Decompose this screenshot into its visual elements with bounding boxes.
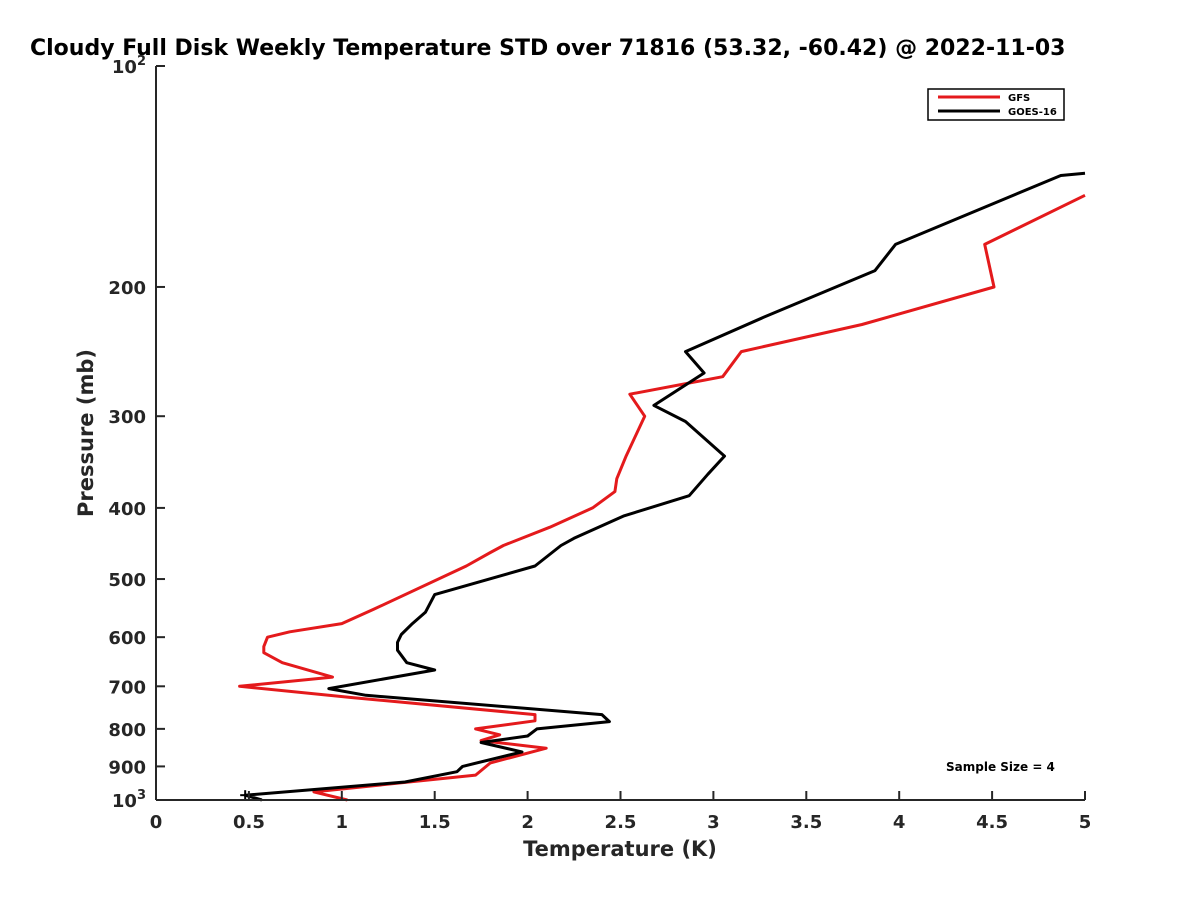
legend-label-goes16: GOES-16	[1008, 107, 1057, 118]
legend-box	[927, 88, 1065, 121]
y-tick-label: 300	[108, 407, 146, 428]
y-tick-label: 700	[108, 677, 146, 698]
x-axis-label: Temperature (K)	[523, 837, 717, 861]
y-tick-label: 103	[112, 788, 146, 812]
x-tick-label: 3.5	[790, 812, 822, 833]
y-ticks: 102 200 300 400 500 600 700 800 900 103	[108, 54, 165, 812]
y-tick-label: 600	[108, 628, 146, 649]
chart-title: Cloudy Full Disk Weekly Temperature STD …	[30, 36, 1065, 61]
axes	[155, 66, 1085, 801]
x-tick-label: 0	[150, 812, 163, 833]
x-tick-label: 3	[707, 812, 720, 833]
sample-size-annotation: Sample Size = 4	[946, 760, 1055, 774]
x-tick-label: 1.5	[419, 812, 451, 833]
y-tick-label: 400	[108, 499, 146, 520]
x-ticks: 0 0.5 1 1.5 2 2.5 3 3.5 4 4.5 5	[150, 791, 1092, 833]
x-tick-label: 2	[521, 812, 534, 833]
x-tick-label: 0.5	[233, 812, 265, 833]
y-tick-label: 102	[112, 54, 146, 78]
x-tick-label: 4	[893, 812, 906, 833]
x-tick-label: 1	[336, 812, 349, 833]
y-tick-label: 200	[108, 278, 146, 299]
x-tick-label: 4.5	[976, 812, 1008, 833]
y-axis-label: Pressure (mb)	[74, 349, 98, 517]
legend: GFS GOES-16	[927, 88, 1065, 121]
x-tick-label: 5	[1079, 812, 1092, 833]
series-line-gfs	[238, 193, 1086, 802]
y-tick-label: 500	[108, 570, 146, 591]
series-line-goes16	[243, 171, 1086, 802]
series-layer	[238, 171, 1086, 802]
x-tick-label: 2.5	[605, 812, 637, 833]
y-tick-label: 800	[108, 720, 146, 741]
legend-label-gfs: GFS	[1008, 93, 1030, 104]
y-tick-label: 900	[108, 757, 146, 778]
